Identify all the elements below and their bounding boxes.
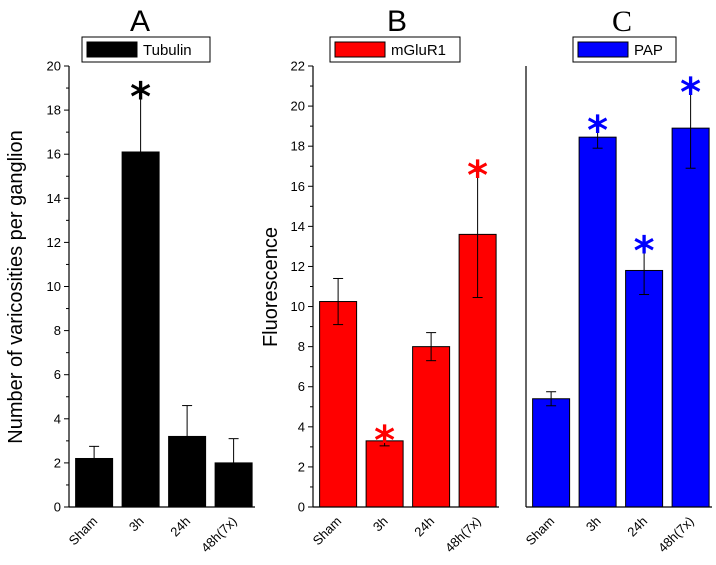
error-bar: [592, 125, 603, 149]
category-label: 3h: [126, 514, 147, 535]
significance-star: *: [374, 418, 395, 464]
y-tick-label: 10: [47, 279, 61, 294]
bar-sham: [319, 301, 358, 508]
y-tick-label: 6: [54, 367, 61, 382]
y-tick-label: 18: [291, 139, 305, 154]
error-bar: [182, 405, 193, 468]
y-tick-label: 16: [291, 179, 305, 194]
error-bar: [89, 445, 100, 472]
error-bar: [546, 391, 557, 407]
y-tick-label: 2: [298, 459, 305, 474]
y-tick-label: 8: [298, 339, 305, 354]
significance-star: *: [130, 74, 151, 120]
legend: mGluR1: [329, 36, 461, 63]
legend: PAP: [572, 36, 677, 63]
y-tick-label: 16: [47, 147, 61, 162]
panel-letter: C: [612, 5, 632, 38]
legend-swatch: [334, 41, 386, 58]
category-label: 3h: [583, 514, 604, 535]
y-tick-label: 0: [298, 500, 305, 515]
category-label: Sham: [523, 514, 558, 549]
y-tick-label: 12: [47, 235, 61, 250]
legend: Tubulin: [81, 36, 211, 63]
significance-star: *: [587, 108, 608, 154]
y-tick-label: 8: [54, 323, 61, 338]
panel-letter: B: [387, 5, 407, 38]
bar-24h: [625, 269, 664, 508]
category-label: Sham: [66, 514, 101, 549]
y-tick-label: 4: [298, 419, 305, 434]
bar-3h: [578, 136, 617, 508]
category-label: 24h: [167, 514, 193, 540]
y-tick-label: 22: [291, 59, 305, 74]
y-tick-label: 14: [291, 219, 305, 234]
error-bar: [135, 91, 146, 213]
error-bar: [379, 435, 390, 447]
error-bar: [639, 245, 650, 296]
y-tick-label: 20: [47, 59, 61, 74]
category-label: 48h(7x): [198, 514, 240, 556]
error-bar: [472, 170, 483, 299]
y-tick-label: 2: [54, 455, 61, 470]
y-axis-label: Fluorescence: [260, 227, 282, 347]
category-label: 48h(7x): [442, 514, 484, 556]
significance-star: *: [680, 70, 701, 116]
legend-swatch: [86, 41, 138, 58]
y-tick-label: 12: [291, 259, 305, 274]
bar-sham: [532, 398, 571, 508]
error-bar: [426, 332, 437, 362]
error-bar: [333, 277, 344, 326]
panel-letter: A: [130, 5, 150, 38]
y-tick-label: 10: [291, 299, 305, 314]
legend-swatch: [577, 41, 629, 58]
significance-star: *: [467, 153, 488, 199]
y-tick-label: 20: [291, 99, 305, 114]
y-tick-label: 14: [47, 191, 61, 206]
category-label: 3h: [370, 514, 391, 535]
category-label: 24h: [624, 514, 650, 540]
bar-48h7x: [671, 127, 710, 508]
bar-24h: [412, 346, 451, 508]
y-tick-label: 18: [47, 103, 61, 118]
legend-label: Tubulin: [143, 42, 192, 59]
y-tick-label: 0: [54, 500, 61, 515]
category-label: 48h(7x): [655, 514, 697, 556]
y-axis-label: Number of varicosities per ganglion: [5, 130, 27, 444]
error-bar: [685, 87, 696, 169]
panel-a: A Tubulin Sham * 3h 24h 48h(7x) 0 2 4 6 8 10 12 14 16 18…: [5, 5, 255, 555]
error-bar: [228, 438, 239, 488]
legend-label: mGluR1: [391, 42, 446, 59]
category-label: Sham: [310, 514, 345, 549]
y-tick-label: 4: [54, 411, 61, 426]
y-tick-label: 6: [298, 379, 305, 394]
significance-star: *: [634, 228, 655, 274]
legend-label: PAP: [634, 42, 663, 59]
category-label: 24h: [411, 514, 437, 540]
